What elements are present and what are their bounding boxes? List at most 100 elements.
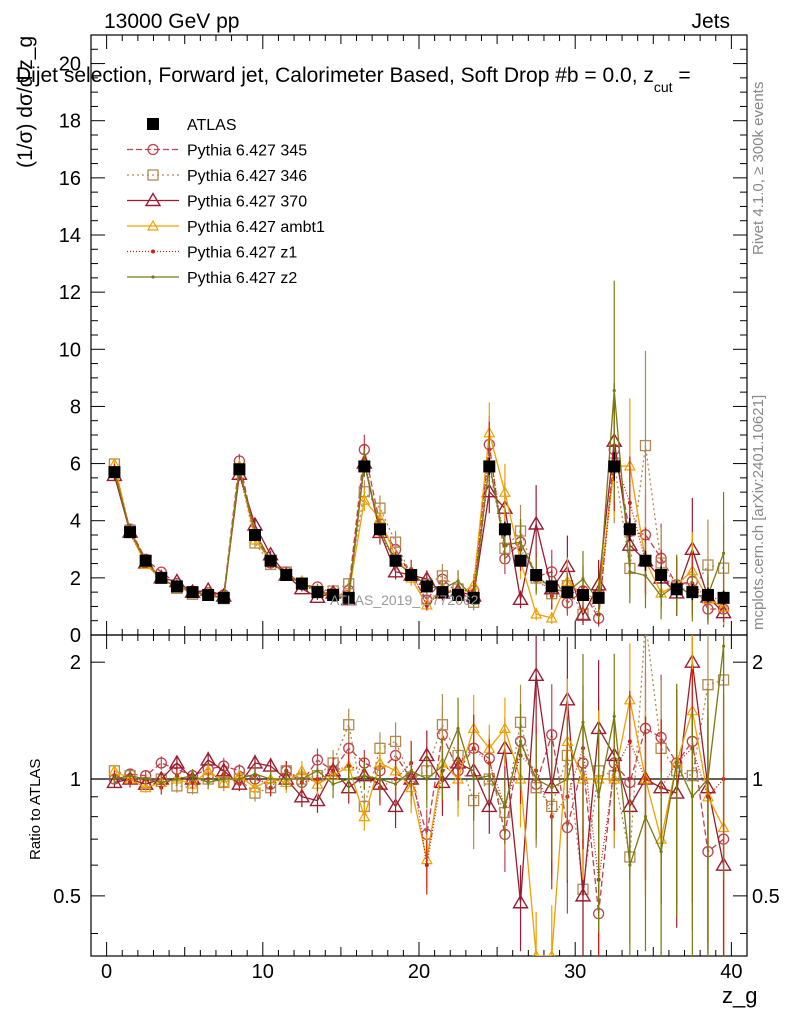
atlas-point (342, 591, 355, 604)
data-point (389, 536, 402, 548)
plot-title-sub: cut (654, 79, 673, 95)
atlas-point (358, 460, 371, 473)
legend: ATLAS Pythia 6.427 345 Pythia 6.427 346 Pyt… (127, 117, 325, 287)
atlas-point (545, 580, 558, 593)
atlas-point (701, 589, 714, 601)
atlas-point (170, 580, 183, 593)
y-tick-label: 10 (59, 339, 81, 361)
atlas-point (311, 586, 324, 599)
y-tick-label: 18 (59, 111, 81, 133)
atlas-point (717, 591, 730, 604)
atlas-point (249, 529, 261, 541)
ratio-point (424, 863, 429, 868)
ratio-tick-label: 0.5 (53, 886, 81, 908)
ratio-point (389, 735, 402, 748)
atlas-point (202, 589, 215, 601)
analysis-watermark: ATLAS_2019_I1772062 (330, 592, 479, 608)
atlas-point (108, 466, 121, 479)
ratio-y-axis-label: Ratio to ATLAS (27, 759, 44, 860)
legend-marker (147, 143, 159, 156)
ratio-series-line (114, 727, 724, 914)
ratio-point (358, 810, 371, 822)
atlas-point (608, 460, 621, 473)
legend-marker (151, 249, 155, 254)
ratio-tick-label-right: 1 (752, 769, 763, 791)
ratio-point (481, 798, 498, 813)
ratio-point (627, 739, 632, 744)
ratio-series-z2 (112, 635, 726, 956)
atlas-point (139, 554, 152, 567)
legend-label: Pythia 6.427 370 (187, 194, 307, 211)
ratio-point (155, 757, 167, 769)
atlas-point (420, 580, 433, 593)
atlas-point (124, 526, 137, 539)
y-tick-label: 6 (70, 454, 81, 476)
ratio-point (293, 788, 311, 803)
atlas-point (592, 591, 605, 604)
ratio-series-line (114, 646, 725, 866)
legend-entry-p370: Pythia 6.427 370 (127, 192, 307, 211)
main-axis-ticks: 0 2 4 6 8 10 12 14 16 18 20 (59, 34, 747, 647)
mcplots-label: mcplots.cern.ch [arXiv:2401.10621] (750, 395, 767, 630)
ratio-point (640, 616, 650, 626)
x-tick-label: 20 (408, 961, 430, 983)
ratio-axis-ticks: 0 10 20 30 40 0.5 0.5 1 1 2 2 (53, 635, 780, 983)
y-tick-label: 2 (70, 568, 81, 590)
atlas-point (561, 586, 574, 599)
legend-label: Pythia 6.427 z1 (187, 245, 297, 262)
atlas-point (514, 554, 527, 567)
legend-marker (147, 118, 159, 130)
legend-entry-z1: Pythia 6.427 z1 (127, 245, 297, 262)
atlas-point (639, 554, 652, 567)
atlas-point (623, 523, 636, 536)
legend-entry-p345: Pythia 6.427 345 (127, 143, 307, 160)
atlas-point (389, 554, 402, 567)
legend-entry-p346: Pythia 6.427 346 (127, 168, 307, 185)
legend-marker (147, 169, 159, 181)
legend-label: Pythia 6.427 ambt1 (187, 219, 325, 236)
series-line (113, 441, 725, 617)
ratio-point (512, 894, 529, 909)
y-tick-label: 20 (59, 54, 81, 76)
y-tick-label: 4 (70, 511, 81, 533)
legend-label: Pythia 6.427 345 (187, 143, 307, 160)
y-axis-label: (1/σ) dσ/d z_g (14, 36, 37, 168)
y-tick-label: 16 (59, 168, 81, 190)
series-atlas (108, 452, 730, 605)
legend-label: Pythia 6.427 z2 (187, 270, 297, 287)
x-tick-label: 10 (252, 961, 274, 983)
atlas-point (670, 583, 683, 596)
legend-marker (146, 219, 160, 231)
atlas-point (373, 523, 386, 536)
legend-marker (151, 275, 155, 279)
ratio-tick-label-right: 0.5 (752, 886, 780, 908)
atlas-point (655, 569, 668, 581)
y-tick-label: 0 (70, 625, 81, 647)
ratio-plot-frame (90, 634, 748, 957)
ratio-point (436, 719, 449, 731)
y-tick-label: 14 (59, 225, 81, 247)
rivet-label: Rivet 4.1.0, ≥ 300k events (750, 82, 767, 255)
x-axis-label: z_g (722, 983, 757, 1008)
atlas-point (233, 463, 246, 476)
atlas-point (327, 589, 340, 601)
data-point (358, 493, 371, 505)
data-point (574, 606, 592, 621)
ratio-series-line (114, 635, 724, 890)
atlas-point (295, 577, 308, 590)
data-point (527, 515, 545, 530)
atlas-point (436, 586, 449, 599)
main-series-layer (106, 280, 732, 628)
atlas-point (405, 569, 418, 581)
legend-entry-ambt1: Pythia 6.427 ambt1 (127, 219, 325, 236)
ratio-point (343, 719, 355, 731)
ratio-tick-label-right: 2 (752, 652, 763, 674)
legend-marker (144, 192, 162, 207)
series-line (113, 390, 725, 604)
atlas-point (530, 569, 543, 581)
ratio-series-line (114, 699, 725, 956)
ratio-tick-label: 2 (70, 652, 81, 674)
header-energy: 13000 GeV pp (104, 10, 239, 33)
ratio-series-line (114, 662, 725, 903)
